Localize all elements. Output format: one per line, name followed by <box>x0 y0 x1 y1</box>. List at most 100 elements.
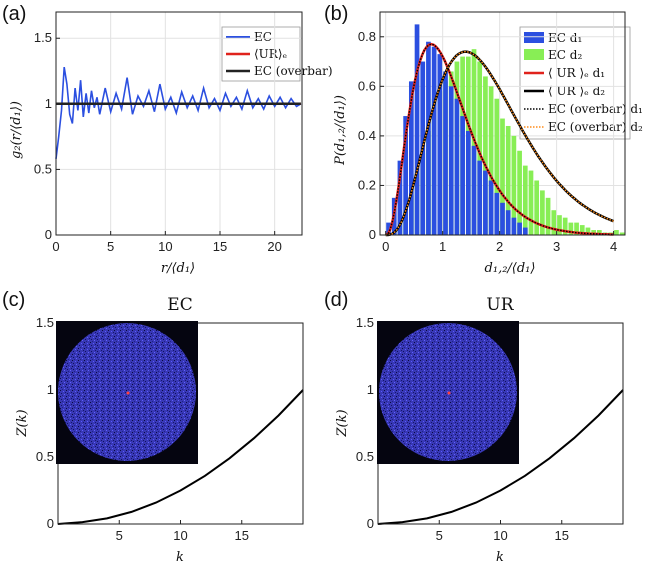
panel-b-bar-d2-34 <box>585 227 591 235</box>
panel-b-xtick-label-0: 0 <box>382 239 389 254</box>
panel-a-xtick-label-4: 20 <box>267 239 281 254</box>
panel-a-ytick-label-0: 0 <box>45 227 52 242</box>
panel-b-bar-d1-22 <box>511 217 517 235</box>
panel-b-bar-d1-17 <box>483 170 488 235</box>
panel-a-ylabel: g₂(r/⟨d₁⟩) <box>9 101 24 159</box>
legend-a-ec: EC <box>254 30 272 44</box>
panel-a-axes <box>55 11 303 236</box>
legend-b-2: EC d₂ <box>548 48 582 62</box>
panel-b-bar-d2-32 <box>574 222 579 235</box>
panel-b-xtick-label-1: 1 <box>439 239 446 254</box>
panel-a-ytick-label-2: 1 <box>45 96 52 111</box>
panel-b-ylabel: P(d₁,₂/⟨d₁⟩) <box>333 95 348 166</box>
panel-b-ytick-label-4: 0.8 <box>358 29 376 44</box>
panel-b-bar-d2-25 <box>534 180 540 235</box>
panel-b-bar-d2-36 <box>597 230 602 235</box>
panel-b-bar-d2-23 <box>522 165 528 235</box>
panel-b-bar-d1-18 <box>488 180 494 235</box>
panel-b-bar-d1-4 <box>408 81 414 235</box>
panel-b-bar-d2-29 <box>557 215 562 235</box>
legend-b-box <box>519 26 631 140</box>
panel-b-bar-d1-15 <box>471 145 477 235</box>
panel-a-xtick-label-3: 15 <box>213 239 227 254</box>
inset-d-center-dot <box>447 391 451 395</box>
legend-a-ur: ⟨UR⟩ₑ <box>254 47 288 61</box>
panel-b-bar-d1-11 <box>448 86 454 235</box>
panel-b-bar-d2-40 <box>619 232 625 235</box>
panel-d-xlabel: k <box>496 550 504 565</box>
panel-label-d: (d) <box>324 289 348 311</box>
panel-b-xtick-label-2: 2 <box>496 239 503 254</box>
legend-b-swatch-1 <box>524 32 544 43</box>
panel-b-bar-d1-16 <box>477 160 483 235</box>
panel-b-bar-d2-33 <box>579 225 585 235</box>
inset-c <box>56 321 198 464</box>
panel-b-xtick-label-4: 4 <box>610 239 617 254</box>
panel-a-line-ec <box>55 66 302 159</box>
panel-b-bar-d1-8 <box>431 46 437 235</box>
panel-b-bar-d1-14 <box>465 130 471 235</box>
panel-b-bar-d1-2 <box>397 160 403 235</box>
panel-b-bar-d1-12 <box>454 98 460 235</box>
inset-c-center-dot <box>126 391 130 395</box>
panel-a-xtick-label-1: 5 <box>107 239 114 254</box>
panel-b-bar-d2-22 <box>517 150 522 235</box>
panel-b-bar-d2-31 <box>568 222 574 235</box>
panel-label-a: (a) <box>2 3 26 25</box>
panel-b-bar-d2-18 <box>494 98 500 235</box>
panel-b-bar-d2-24 <box>528 170 534 235</box>
panel-b-bar-d2-21 <box>511 135 517 235</box>
panel-d-ytick-label-0: 0 <box>367 516 374 531</box>
panel-label-b: (b) <box>324 3 348 25</box>
panel-b-xlabel: d₁,₂/⟨d₁⟩ <box>485 261 536 276</box>
panel-c-title: EC <box>167 295 192 315</box>
legend-b-3: ⟨ UR ⟩ₑ d₁ <box>548 66 605 80</box>
panel-d-ytick-label-1: 0.5 <box>356 449 374 464</box>
panel-a-xlabel: r/⟨d₁⟩ <box>161 261 195 276</box>
panel-a-ytick-label-3: 1.5 <box>34 30 52 45</box>
panel-b-xtick-label-3: 3 <box>553 239 560 254</box>
panel-b-bar-d1-10 <box>443 71 448 235</box>
inset-d <box>377 321 519 464</box>
panel-b-ytick-label-0: 0 <box>369 227 376 242</box>
panel-d-ytick-label-3: 1.5 <box>356 315 374 330</box>
panel-d-ytick-label-2: 1 <box>367 382 374 397</box>
legend-b-4: ⟨ UR ⟩ₑ d₂ <box>548 84 605 98</box>
panel-b-bar-d1-23 <box>517 222 522 235</box>
panel-c-ytick-label-1: 0.5 <box>36 449 54 464</box>
panel-a-ytick-label-1: 0.5 <box>34 161 52 176</box>
panel-b-bar-d2-30 <box>562 217 568 235</box>
panel-b-bar-d2-39 <box>614 230 619 235</box>
panel-b-bar-d1-21 <box>505 210 511 235</box>
panel-b-bar-d1-9 <box>437 54 443 235</box>
panel-a-xtick-label-0: 0 <box>52 239 59 254</box>
panel-b-ytick-label-2: 0.4 <box>358 128 376 143</box>
panel-c-line-zk <box>57 389 304 525</box>
panel-d-line-zk <box>377 389 624 525</box>
panel-d-ylabel: Z(k) <box>335 409 350 437</box>
panel-b-bar-d1-0 <box>386 222 391 235</box>
panel-c-xlabel: k <box>176 550 184 565</box>
panel-b-bar-d1-3 <box>403 116 408 235</box>
panel-b-bar-d2-27 <box>545 197 551 235</box>
panel-c-xtick-label-2: 15 <box>235 528 249 543</box>
panel-c-ylabel: Z(k) <box>15 409 30 437</box>
panel-d-xtick-label-1: 10 <box>493 528 507 543</box>
panel-b-bar-d2-15 <box>477 61 483 235</box>
panel-b-bar-d1-5 <box>414 24 420 236</box>
panel-b-bar-d2-20 <box>505 125 511 235</box>
panel-c-xtick-label-0: 5 <box>116 528 123 543</box>
panel-d-xtick-label-0: 5 <box>436 528 443 543</box>
panel-b-ytick-label-1: 0.2 <box>358 177 376 192</box>
panel-a-xtick-label-2: 10 <box>158 239 172 254</box>
panel-b-curve-2 <box>385 43 614 236</box>
panel-c-ytick-label-0: 0 <box>47 516 54 531</box>
legend-b-6: EC (overbar) d₂ <box>548 120 643 134</box>
panel-d-title: UR <box>486 295 514 315</box>
panel-b-bar-d1-7 <box>426 41 431 235</box>
panel-b-curve-3 <box>385 50 614 236</box>
panel-d-xtick-label-2: 15 <box>555 528 569 543</box>
legend-a-ecbar: EC (overbar) <box>254 64 333 78</box>
panel-c-xtick-label-1: 10 <box>173 528 187 543</box>
